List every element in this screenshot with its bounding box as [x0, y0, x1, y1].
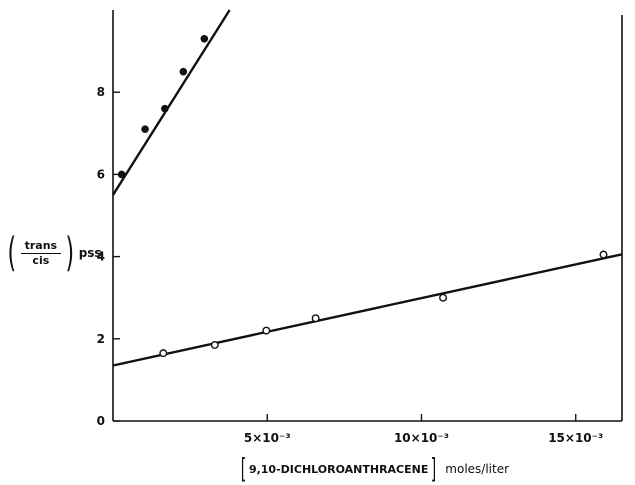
x-label-close-bracket: ] — [431, 452, 437, 485]
fit-line-series-1 — [111, 9, 231, 196]
x-axis-label: [ 9,10-DICHLOROANTHRACENE ] moles/liter — [238, 454, 509, 484]
tick-marks: 0 2 4 6 8 5×10⁻³ 10×10⁻³ 15×10⁻³ — [97, 85, 604, 445]
y-label-open-paren: ( — [7, 230, 17, 276]
y-label-fraction: trans cis — [20, 239, 62, 268]
data-point-series-1 — [200, 34, 209, 43]
data-point-series-2 — [311, 314, 320, 323]
y-label-denominator: cis — [32, 253, 50, 267]
fit-lines — [111, 9, 623, 367]
data-point-series-2 — [439, 293, 448, 302]
data-point-series-2 — [210, 340, 219, 349]
x-label-open-bracket: [ — [240, 452, 247, 485]
y-tick-label: 6 — [97, 167, 105, 181]
data-point-series-2 — [599, 250, 608, 259]
data-point-series-1 — [179, 67, 188, 76]
data-point-series-2 — [262, 326, 271, 335]
y-tick-label: 4 — [97, 250, 105, 264]
data-point-series-2 — [159, 349, 168, 358]
x-tick-label: 5×10⁻³ — [244, 431, 291, 445]
x-label-unit: moles/liter — [445, 462, 510, 476]
y-tick-label: 0 — [97, 414, 105, 428]
x-tick-label: 10×10⁻³ — [394, 431, 449, 445]
y-label-subscript: pss — [78, 246, 102, 260]
x-label-compound: 9,10-DICHLOROANTHRACENE — [248, 462, 429, 476]
x-tick-label: 15×10⁻³ — [548, 431, 603, 445]
fit-line-series-2 — [112, 253, 623, 367]
data-points — [117, 34, 608, 358]
data-point-series-1 — [117, 170, 126, 179]
data-point-series-1 — [161, 104, 169, 113]
y-label-close-paren: ) — [65, 230, 75, 276]
y-tick-label: 2 — [97, 332, 105, 346]
y-tick-label: 8 — [97, 85, 105, 99]
axes — [112, 10, 623, 422]
data-point-series-1 — [141, 125, 149, 133]
y-axis-label: ( trans cis ) pss — [4, 232, 102, 274]
y-label-numerator: trans — [20, 239, 62, 254]
